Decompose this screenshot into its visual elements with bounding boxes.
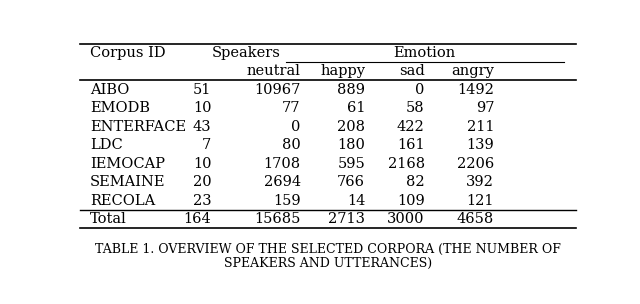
Text: 2168: 2168 — [388, 157, 425, 171]
Text: 1492: 1492 — [458, 83, 494, 97]
Text: 422: 422 — [397, 120, 425, 134]
Text: 0: 0 — [291, 120, 301, 134]
Text: TABLE 1. OVERVIEW OF THE SELECTED CORPORA (THE NUMBER OF: TABLE 1. OVERVIEW OF THE SELECTED CORPOR… — [95, 243, 561, 256]
Text: 14: 14 — [347, 194, 365, 208]
Text: 159: 159 — [273, 194, 301, 208]
Text: SEMAINE: SEMAINE — [90, 175, 165, 189]
Text: 392: 392 — [467, 175, 494, 189]
Text: 80: 80 — [282, 138, 301, 152]
Text: SPEAKERS AND UTTERANCES): SPEAKERS AND UTTERANCES) — [224, 257, 432, 270]
Text: 121: 121 — [467, 194, 494, 208]
Text: Total: Total — [90, 212, 127, 226]
Text: 15685: 15685 — [254, 212, 301, 226]
Text: AIBO: AIBO — [90, 83, 129, 97]
Text: 23: 23 — [193, 194, 211, 208]
Text: 180: 180 — [337, 138, 365, 152]
Text: 1708: 1708 — [264, 157, 301, 171]
Text: 161: 161 — [397, 138, 425, 152]
Text: 7: 7 — [202, 138, 211, 152]
Text: angry: angry — [451, 64, 494, 78]
Text: Corpus ID: Corpus ID — [90, 46, 166, 60]
Text: 82: 82 — [406, 175, 425, 189]
Text: 43: 43 — [193, 120, 211, 134]
Text: neutral: neutral — [247, 64, 301, 78]
Text: LDC: LDC — [90, 138, 123, 152]
Text: 208: 208 — [337, 120, 365, 134]
Text: 164: 164 — [184, 212, 211, 226]
Text: happy: happy — [320, 64, 365, 78]
Text: 595: 595 — [337, 157, 365, 171]
Text: 97: 97 — [476, 101, 494, 115]
Text: 4658: 4658 — [457, 212, 494, 226]
Text: 2206: 2206 — [457, 157, 494, 171]
Text: ENTERFACE: ENTERFACE — [90, 120, 186, 134]
Text: 0: 0 — [415, 83, 425, 97]
Text: 889: 889 — [337, 83, 365, 97]
Text: 20: 20 — [193, 175, 211, 189]
Text: 2713: 2713 — [328, 212, 365, 226]
Text: IEMOCAP: IEMOCAP — [90, 157, 165, 171]
Text: 3000: 3000 — [387, 212, 425, 226]
Text: 766: 766 — [337, 175, 365, 189]
Text: 109: 109 — [397, 194, 425, 208]
Text: 2694: 2694 — [264, 175, 301, 189]
Text: sad: sad — [399, 64, 425, 78]
Text: 77: 77 — [282, 101, 301, 115]
Text: 10: 10 — [193, 101, 211, 115]
Text: 10967: 10967 — [254, 83, 301, 97]
Text: 211: 211 — [467, 120, 494, 134]
Text: 10: 10 — [193, 157, 211, 171]
Text: EMODB: EMODB — [90, 101, 150, 115]
Text: Speakers: Speakers — [211, 46, 280, 60]
Text: Emotion: Emotion — [394, 46, 456, 60]
Text: 58: 58 — [406, 101, 425, 115]
Text: 51: 51 — [193, 83, 211, 97]
Text: 139: 139 — [467, 138, 494, 152]
Text: RECOLA: RECOLA — [90, 194, 155, 208]
Text: 61: 61 — [347, 101, 365, 115]
